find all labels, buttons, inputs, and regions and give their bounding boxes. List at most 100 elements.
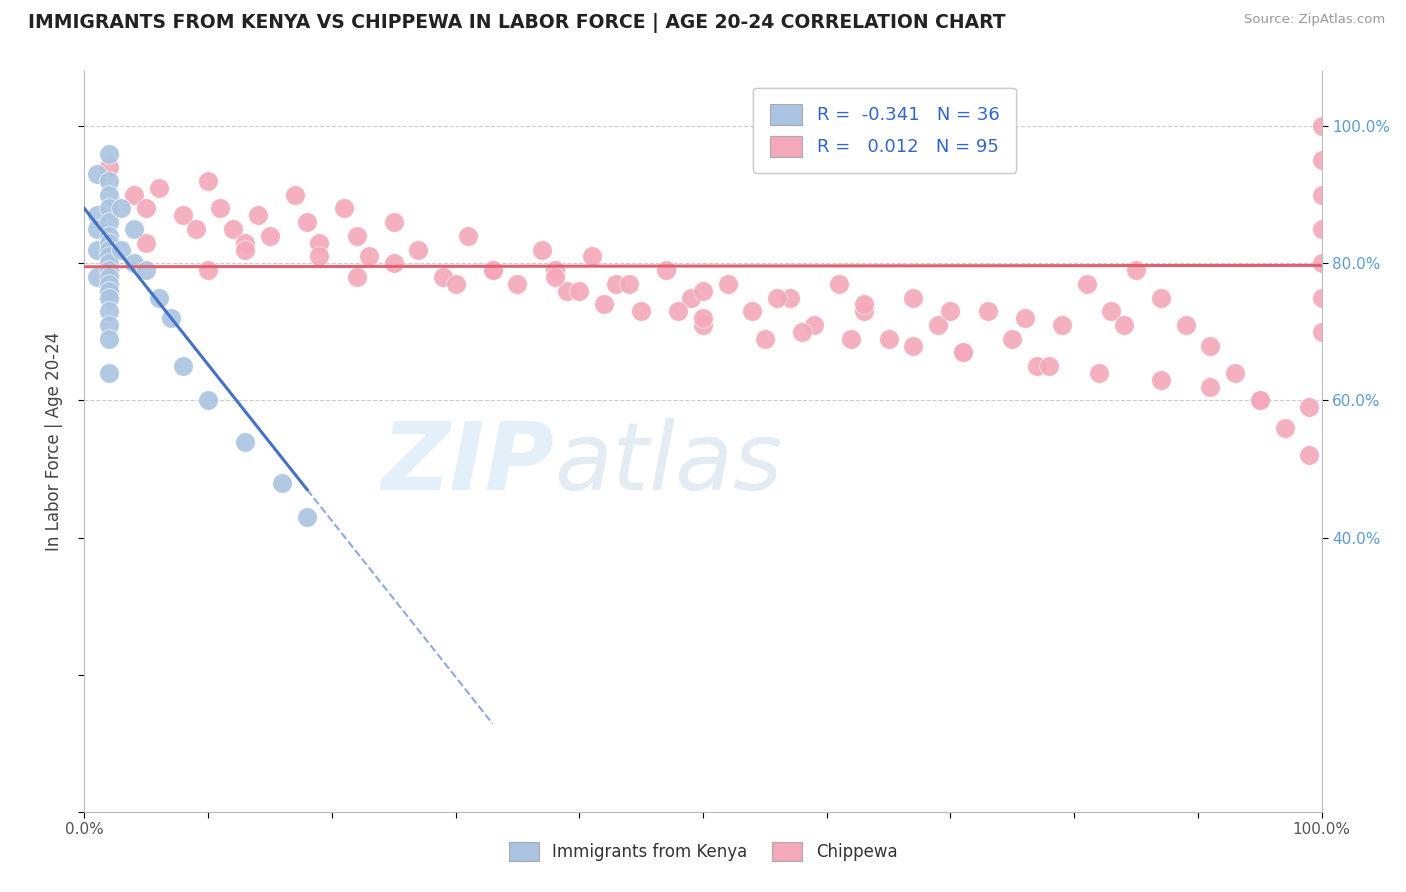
Point [98,318,121,332]
Text: Source: ZipAtlas.com: Source: ZipAtlas.com [1244,13,1385,27]
Point [122,256,145,270]
Point [617,277,640,291]
Point [259,228,281,243]
Point [927,318,949,332]
Point [233,434,256,449]
Point [1014,311,1036,326]
Point [1310,291,1333,305]
Point [98,284,121,298]
Legend: R =  -0.341   N = 36, R =   0.012   N = 95: R = -0.341 N = 36, R = 0.012 N = 95 [754,87,1015,173]
Point [197,393,219,408]
Point [1310,187,1333,202]
Point [1274,421,1296,435]
Point [98,202,121,216]
Point [172,359,194,373]
Point [98,228,121,243]
Point [98,250,121,264]
Point [841,332,863,346]
Point [357,250,380,264]
Point [679,291,702,305]
Point [122,222,145,236]
Point [333,202,356,216]
Point [1310,222,1333,236]
Point [98,146,121,161]
Point [531,243,554,257]
Point [939,304,962,318]
Point [98,366,121,380]
Point [98,304,121,318]
Point [432,270,454,285]
Point [295,510,318,524]
Point [903,338,925,352]
Point [605,277,627,291]
Point [1310,256,1333,270]
Point [779,291,801,305]
Point [98,187,121,202]
Point [1298,448,1320,462]
Point [346,228,368,243]
Point [222,222,245,236]
Point [1174,318,1197,332]
Point [1088,366,1111,380]
Point [1038,359,1060,373]
Point [271,475,294,490]
Point [952,345,974,359]
Point [655,263,678,277]
Point [790,325,813,339]
Point [444,277,467,291]
Point [555,284,578,298]
Point [1112,318,1135,332]
Point [692,311,714,326]
Point [1076,277,1098,291]
Point [308,235,330,250]
Point [481,263,503,277]
Point [692,284,714,298]
Point [692,318,714,332]
Point [160,311,183,326]
Point [1026,359,1049,373]
Point [1249,393,1271,408]
Point [1125,263,1147,277]
Point [98,235,121,250]
Point [828,277,851,291]
Point [1099,304,1122,318]
Point [408,243,430,257]
Point [86,222,108,236]
Point [110,243,132,257]
Point [543,270,565,285]
Point [1199,380,1222,394]
Point [717,277,740,291]
Point [952,345,974,359]
Point [135,263,157,277]
Point [1001,332,1024,346]
Point [803,318,825,332]
Point [98,291,121,305]
Point [903,291,925,305]
Point [754,332,776,346]
Text: atlas: atlas [554,418,783,509]
Y-axis label: In Labor Force | Age 20-24: In Labor Force | Age 20-24 [45,332,63,551]
Point [148,181,170,195]
Point [233,235,256,250]
Point [666,304,689,318]
Point [976,304,998,318]
Point [1310,119,1333,133]
Point [593,297,616,311]
Point [741,304,763,318]
Point [135,235,157,250]
Point [86,208,108,222]
Point [295,215,318,229]
Point [457,228,479,243]
Legend: Immigrants from Kenya, Chippewa: Immigrants from Kenya, Chippewa [495,829,911,875]
Point [172,208,194,222]
Point [197,263,219,277]
Point [98,256,121,270]
Point [1310,325,1333,339]
Point [98,263,121,277]
Text: ZIP: ZIP [381,417,554,509]
Point [246,208,269,222]
Point [209,202,232,216]
Point [1199,338,1222,352]
Point [86,243,108,257]
Point [581,250,603,264]
